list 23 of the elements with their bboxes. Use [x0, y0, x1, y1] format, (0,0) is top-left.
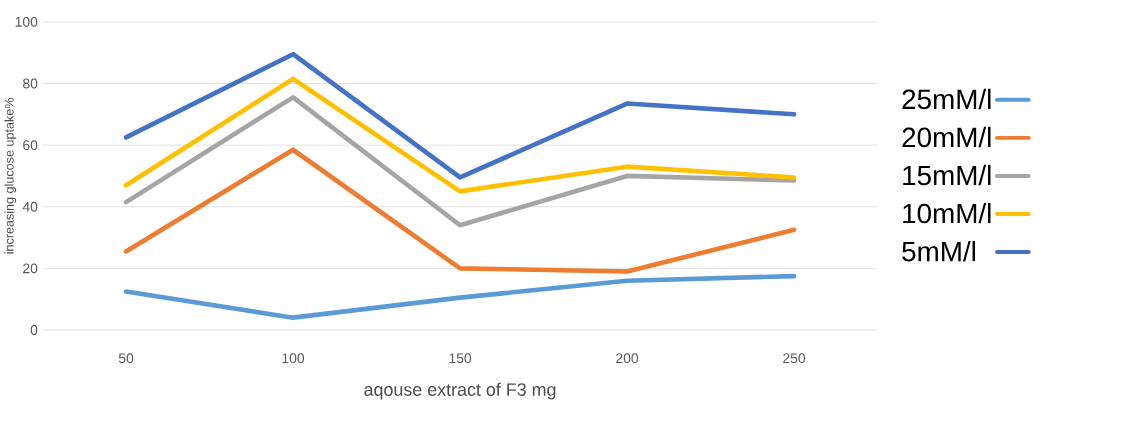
x-tick-label: 200 [616, 353, 639, 363]
y-tick-label: 80 [23, 78, 38, 89]
y-tick-label: 20 [23, 263, 38, 274]
legend-label: 5mM/l [902, 240, 976, 262]
line-series [123, 273, 797, 320]
x-tick-label: 150 [449, 353, 472, 363]
legend-label: 25mM/l [902, 88, 991, 109]
y-tick-label: 0 [30, 324, 38, 335]
x-axis-title: aqouse extract of F3 mg [364, 382, 556, 400]
legend-label: 10mM/l [903, 202, 991, 224]
x-tick-label: 250 [783, 353, 806, 363]
legend-label: 15mM/l [903, 164, 991, 186]
y-axis-title: increasing glucose uptake% [4, 97, 17, 254]
y-tick-label: 60 [23, 140, 38, 150]
x-tick-label: 100 [282, 353, 305, 363]
y-tick-label: 100 [15, 16, 38, 27]
y-tick-label: 40 [22, 201, 38, 212]
x-tick-label: 50 [118, 353, 134, 363]
line-series [123, 51, 797, 180]
line-series [123, 94, 797, 228]
legend-label: 20mM/l [902, 126, 991, 148]
line-series [123, 147, 797, 274]
line-series [123, 76, 797, 194]
